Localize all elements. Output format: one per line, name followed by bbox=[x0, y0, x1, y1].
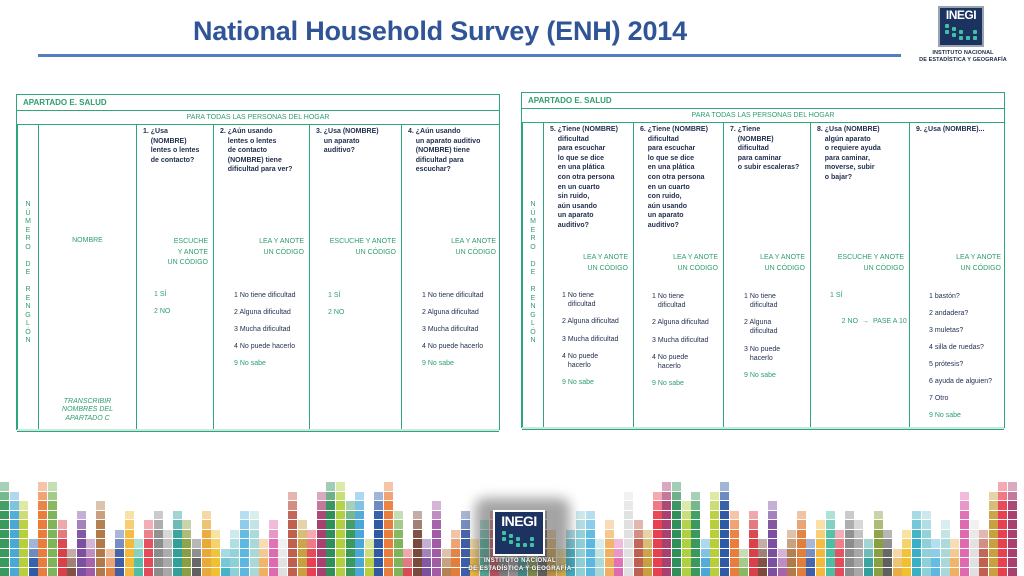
option-1[interactable]: 1 No tiene dificultad bbox=[652, 293, 686, 309]
option-2-no[interactable]: 2 NO bbox=[154, 308, 171, 315]
option-3[interactable]: 3 muletas? bbox=[929, 327, 964, 334]
logo-brand-text: INEGI bbox=[501, 513, 537, 529]
option-1[interactable]: 1 No tiene dificultad bbox=[234, 292, 296, 299]
option-9[interactable]: 9 No sabe bbox=[562, 379, 594, 386]
option-2[interactable]: 2 Alguna dificultad bbox=[652, 319, 709, 326]
survey-form-right: APARTADO E. SALUD PARA TODAS LAS PERSONA… bbox=[521, 92, 1006, 430]
option-2[interactable]: 2 Alguna dificultad bbox=[234, 309, 291, 316]
question-4-instruction: LEA Y ANOTE UN CÓDIGO bbox=[451, 238, 496, 256]
option-9[interactable]: 9 No sabe bbox=[234, 360, 266, 367]
option-1[interactable]: 1 No tiene dificultad bbox=[422, 292, 484, 299]
option-9[interactable]: 9 No sabe bbox=[652, 380, 684, 387]
option-1[interactable]: 1 bastón? bbox=[929, 293, 960, 300]
option-9[interactable]: 9 No sabe bbox=[744, 372, 776, 379]
option-4[interactable]: 4 No puede hacerlo bbox=[234, 343, 296, 350]
option-1-si[interactable]: 1 SÍ bbox=[328, 292, 341, 299]
option-2-no[interactable]: 2 NO → PASE A 10 bbox=[830, 308, 907, 335]
option-3[interactable]: 3 Mucha dificultad bbox=[652, 337, 709, 344]
section-subheader: PARA TODAS LAS PERSONAS DEL HOGAR bbox=[17, 111, 499, 125]
row-number-label: N Ú M E R O D E R E N G L Ó N bbox=[530, 201, 536, 344]
row-number-column: N Ú M E R O D E R E N G L Ó N bbox=[17, 125, 38, 429]
logo-brand-text: INEGI bbox=[945, 8, 977, 22]
inegi-logo-mark: INEGI bbox=[493, 510, 545, 556]
logo-caption-line1: INSTITUTO NACIONAL bbox=[483, 558, 557, 564]
option-2-no[interactable]: 2 NO bbox=[328, 309, 345, 316]
option-4[interactable]: 4 No puede hacerlo bbox=[562, 353, 599, 369]
option-7[interactable]: 7 Otro bbox=[929, 395, 949, 402]
question-9-instruction: LEA Y ANOTE UN CÓDIGO bbox=[956, 254, 1001, 272]
question-7-column: 7. ¿Tiene (NOMBRE) dificultad para camin… bbox=[723, 123, 810, 427]
row-number-label: N Ú M E R O D E R E N G L Ó N bbox=[25, 201, 31, 344]
question-1-instruction: ESCUCHE Y ANOTE UN CÓDIGO bbox=[167, 238, 208, 266]
question-7-instruction: LEA Y ANOTE UN CÓDIGO bbox=[760, 254, 805, 272]
question-7-text: 7. ¿Tiene (NOMBRE) dificultad para camin… bbox=[730, 126, 800, 172]
question-2-instruction: LEA Y ANOTE UN CÓDIGO bbox=[259, 238, 304, 256]
logo-caption: INSTITUTO NACIONAL DE ESTADÍSTICA Y GEOG… bbox=[908, 50, 1018, 64]
option-1-si[interactable]: 1 SÍ bbox=[830, 292, 843, 299]
logo-caption-line2: DE ESTADÍSTICA Y GEOGRAFÍA bbox=[468, 565, 572, 572]
question-6-column: 6. ¿Tiene (NOMBRE) dificultad para escuc… bbox=[633, 123, 723, 427]
abacus-icon bbox=[502, 531, 536, 551]
option-1[interactable]: 1 No tiene dificultad bbox=[562, 292, 596, 308]
row-number-column: N Ú M E R O D E R E N G L Ó N bbox=[522, 123, 543, 427]
section-subheader: PARA TODAS LAS PERSONAS DEL HOGAR bbox=[522, 109, 1004, 123]
option-9[interactable]: 9 No sabe bbox=[422, 360, 454, 367]
question-8-instruction: ESCUCHE Y ANOTE UN CÓDIGO bbox=[837, 254, 904, 272]
option-2[interactable]: 2 andadera? bbox=[929, 310, 969, 317]
skip-instruction: PASE A 10 bbox=[873, 318, 907, 325]
option-4[interactable]: 4 No puede hacerlo bbox=[652, 354, 689, 370]
question-2-text: 2. ¿Aún usando lentes o lentes de contac… bbox=[220, 128, 293, 174]
question-4-column: 4. ¿Aún usando un aparato auditivo (NOMB… bbox=[401, 125, 501, 429]
question-1-text: 1. ¿Usa (NOMBRE) lentes o lentes de cont… bbox=[143, 128, 200, 164]
question-3-column: 3. ¿Usa (NOMBRE) un aparato auditivo? ES… bbox=[309, 125, 401, 429]
option-2[interactable]: 2 Alguna dificultad bbox=[422, 309, 479, 316]
section-header: APARTADO E. SALUD bbox=[522, 93, 1004, 109]
name-header: NOMBRE bbox=[72, 237, 103, 244]
option-6[interactable]: 6 ayuda de alguien? bbox=[929, 378, 993, 385]
name-note: TRANSCRIBIR NOMBRES DEL APARTADO C bbox=[62, 398, 113, 422]
option-3[interactable]: 3 Mucha dificultad bbox=[234, 326, 291, 333]
option-2[interactable]: 2 Alguna dificultad bbox=[562, 318, 619, 325]
abacus-icon bbox=[945, 24, 979, 44]
option-9[interactable]: 9 No sabe bbox=[929, 412, 961, 419]
question-4-text: 4. ¿Aún usando un aparato auditivo (NOMB… bbox=[408, 128, 481, 174]
logo-caption: INSTITUTO NACIONAL DE ESTADÍSTICA Y GEOG… bbox=[455, 558, 585, 573]
title-underline bbox=[38, 54, 901, 57]
inegi-logo: INEGI INSTITUTO NACIONAL DE ESTADÍSTICA … bbox=[908, 6, 1018, 68]
question-5-column: 5. ¿Tiene (NOMBRE) dificultad para escuc… bbox=[543, 123, 633, 427]
option-4[interactable]: 4 No puede hacerlo bbox=[422, 343, 484, 350]
question-2-column: 2. ¿Aún usando lentes o lentes de contac… bbox=[213, 125, 309, 429]
question-3-text: 3. ¿Usa (NOMBRE) un aparato auditivo? bbox=[316, 128, 379, 155]
arrow-right-icon: → bbox=[862, 318, 870, 325]
inegi-logo-bottom: INEGI INSTITUTO NACIONAL DE ESTADÍSTICA … bbox=[455, 498, 585, 576]
question-5-text: 5. ¿Tiene (NOMBRE) dificultad para escuc… bbox=[550, 126, 618, 229]
option-2[interactable]: 2 Alguna dificultad bbox=[744, 319, 778, 335]
section-header: APARTADO E. SALUD bbox=[17, 95, 499, 111]
name-column: NOMBRE TRANSCRIBIR NOMBRES DEL APARTADO … bbox=[38, 125, 136, 429]
question-8-text: 8. ¿Usa (NOMBRE) algún aparato o requier… bbox=[817, 126, 881, 181]
question-6-text: 6. ¿Tiene (NOMBRE) dificultad para escuc… bbox=[640, 126, 708, 229]
option-4[interactable]: 4 silla de ruedas? bbox=[929, 344, 984, 351]
slide-title: National Household Survey (ENH) 2014 bbox=[193, 16, 687, 46]
option-3[interactable]: 3 No puede hacerlo bbox=[744, 346, 781, 362]
question-1-column: 1. ¿Usa (NOMBRE) lentes o lentes de cont… bbox=[136, 125, 213, 429]
option-3[interactable]: 3 Mucha dificultad bbox=[422, 326, 479, 333]
option-1-si[interactable]: 1 SÍ bbox=[154, 291, 167, 298]
option-3[interactable]: 3 Mucha dificultad bbox=[562, 336, 619, 343]
question-9-column: 9. ¿Usa (NOMBRE)... LEA Y ANOTE UN CÓDIG… bbox=[909, 123, 1006, 427]
survey-form-left: APARTADO E. SALUD PARA TODAS LAS PERSONA… bbox=[16, 94, 501, 432]
option-5[interactable]: 5 prótesis? bbox=[929, 361, 964, 368]
question-6-instruction: LEA Y ANOTE UN CÓDIGO bbox=[673, 254, 718, 272]
question-8-column: 8. ¿Usa (NOMBRE) algún aparato o requier… bbox=[810, 123, 909, 427]
inegi-logo-mark: INEGI bbox=[938, 6, 984, 47]
logo-caption-line1: INSTITUTO NACIONAL bbox=[932, 50, 994, 56]
option-1[interactable]: 1 No tiene dificultad bbox=[744, 293, 778, 309]
table-footer-band bbox=[17, 429, 499, 432]
question-3-instruction: ESCUCHE Y ANOTE UN CÓDIGO bbox=[329, 238, 396, 256]
question-5-instruction: LEA Y ANOTE UN CÓDIGO bbox=[583, 254, 628, 272]
option-2-no-label: 2 NO bbox=[841, 318, 859, 325]
table-footer-band bbox=[522, 427, 1004, 430]
logo-caption-line2: DE ESTADÍSTICA Y GEOGRAFÍA bbox=[919, 57, 1007, 63]
question-9-text: 9. ¿Usa (NOMBRE)... bbox=[916, 126, 985, 133]
